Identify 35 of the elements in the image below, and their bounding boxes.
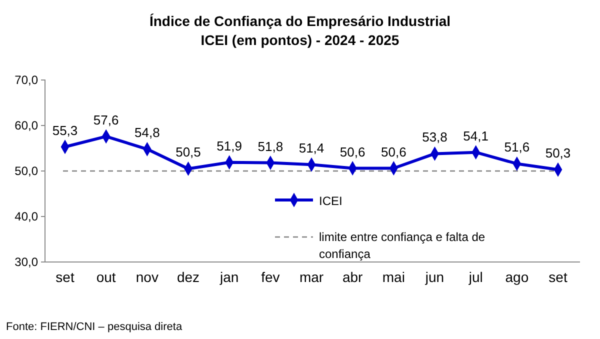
text: 50,6	[381, 144, 406, 160]
text: 51,8	[258, 138, 284, 154]
x-tick-label: nov	[136, 268, 158, 285]
text: 51,6	[504, 140, 530, 155]
x-tick-label: ago	[505, 268, 529, 285]
text: 54,1	[463, 128, 488, 144]
legend-label: ICEI	[319, 194, 342, 208]
text: 54,8	[134, 125, 160, 140]
chart-title: Índice de Confiança do Empresário Industrial ICEI (em pontos) - 2024 - 2025	[149, 13, 451, 48]
x-tick-label: jan	[218, 268, 239, 285]
text: 50,3	[545, 146, 571, 161]
x-tick-label: mai	[382, 268, 405, 285]
text: 50,5	[176, 144, 201, 160]
x-tick-label: set	[548, 268, 568, 285]
text: 57,6	[93, 112, 119, 128]
y-tick-label: 40,0	[14, 209, 38, 224]
x-tick-label: fev	[261, 268, 280, 285]
text: 53,8	[422, 130, 448, 145]
y-tick-label: 70,0	[14, 72, 38, 87]
x-tick-label: abr	[342, 268, 364, 285]
x-tick-label: set	[56, 268, 74, 285]
text: 50,6	[340, 144, 366, 160]
source-note: Fonte: FIERN/CNI – pesquisa direta	[6, 321, 183, 333]
text: 55,3	[52, 122, 78, 138]
y-tick-label: 50,0	[14, 164, 38, 178]
text: 51,4	[298, 140, 324, 156]
x-tick-label: jul	[468, 268, 483, 285]
y-tick-label: 30,0	[14, 254, 38, 269]
x-tick-label: mar	[299, 268, 324, 285]
x-tick-label: out	[96, 268, 116, 285]
legend-label: limite entre confiança e falta de confiança	[319, 230, 486, 261]
x-tick-label: jun	[424, 268, 444, 285]
x-tick-label: dez	[176, 268, 200, 285]
text: 51,9	[216, 138, 242, 154]
y-tick-label: 60,0	[14, 118, 38, 132]
